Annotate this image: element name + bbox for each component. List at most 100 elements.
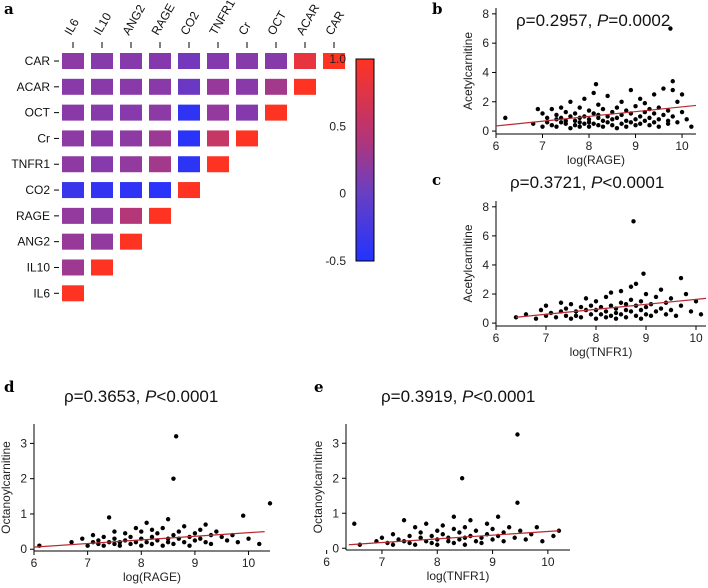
scatter-point [101,543,106,548]
scatter-point [591,111,596,116]
scatter-point [429,533,434,539]
scatter-point [549,106,555,112]
scatter-point [638,299,644,304]
scatter-point [637,114,643,119]
heatmap-column-label: ACAR [293,1,322,37]
scatter-point [656,124,661,129]
scatter-point [624,108,629,113]
heatmap-cell [178,78,200,95]
scatter-point [553,315,559,320]
scatter-point [578,304,584,310]
scatter-point [538,307,544,313]
scatter-point [385,540,390,546]
scatter-point [623,315,629,320]
heatmap-cell [62,285,84,302]
heatmap-cell [62,53,84,69]
y-tick-label: 0 [482,316,489,330]
heatmap-cell [149,130,171,147]
panel-letter-a: a [4,0,14,18]
y-tick-label: 6 [482,36,489,50]
heatmap-cell [265,78,287,95]
y-axis-title: Octanoylcarnitine [311,440,325,533]
scatter-point [656,117,661,122]
scatter-point [593,299,599,304]
scatter-point [540,124,545,129]
heatmap-cell [120,78,142,95]
regression-line [515,297,707,318]
scatter-point [668,296,674,301]
x-axis-title: log(TNFR1) [427,569,490,583]
p-label: P [597,11,609,30]
scatter-point [608,303,614,308]
y-tick-label: 4 [482,65,489,79]
x-tick-label: 7 [84,556,91,570]
y-tick-label: 2 [332,471,339,485]
scatter-point [235,539,241,545]
scatter-point [619,121,624,126]
scatter-point [689,124,694,129]
scatter-point [551,533,556,539]
scatter-point [637,96,643,102]
heatmap-cell [149,53,171,69]
x-tick-label: 10 [242,556,256,570]
scatter-point [619,99,624,104]
scatter-point [578,315,584,320]
heatmap-row-label: CO2 [25,183,50,197]
scatter-point [568,316,574,321]
colorbar-ticks: 1.0 0.5 0 -0.5 [325,52,346,268]
scatter-point [549,123,555,128]
scatter-point [518,528,523,533]
scatter-point [591,121,596,126]
scatter-point [515,432,520,437]
colorbar-tick-label: -0.5 [325,254,346,268]
p-value: <0.0001 [156,387,218,406]
scatter-point [588,303,594,308]
scatter-point [257,541,262,547]
scatter-point [462,525,468,530]
scatter-point [596,123,601,128]
scatter-point [572,111,578,116]
scatter-point [214,529,219,534]
heatmap-cell [207,156,229,173]
scatter-point [117,543,123,548]
scatter-point [80,536,85,541]
x-tick-label: 7 [543,331,550,345]
panel-letter-d: d [4,378,15,396]
scatter-point [503,115,508,121]
x-tick-label: 8 [434,555,441,569]
heatmap-row-label: IL6 [33,286,50,300]
scatter-point [653,294,659,300]
scatter-point [533,316,539,321]
scatter-point [490,526,495,532]
heatmap-cell [120,156,142,173]
heatmap-row-label: TNFR1 [11,157,50,171]
scatter-point [435,528,440,533]
rho-value: ρ=0.3653, [64,387,145,406]
scatter-point [357,542,363,547]
scatter-point [628,120,634,125]
scatter-point [165,539,171,545]
scatter-point [633,103,638,109]
x-tick-label: 6 [31,556,38,570]
x-axis-title: log(RAGE) [567,153,625,167]
scatter-point [577,120,582,125]
heatmap-cell [120,104,142,121]
scatter-point [673,313,679,319]
scatter-point [647,115,652,121]
scatter-point [613,310,619,316]
x-tick-label: 8 [586,139,593,153]
scatter-point [515,500,520,505]
scatter-point [613,316,619,321]
x-tick-label: 6 [493,331,500,345]
scatter-point [638,307,644,313]
heatmap-row-label: ANG2 [17,235,50,249]
scatter-point [624,124,629,129]
heatmap-row-label: Cr [37,131,50,145]
scatter-point [628,309,634,314]
colorbar-tick-label: 0 [339,187,346,201]
scatter-point [451,540,457,546]
regression-line [495,104,697,127]
scatter-point [512,535,517,540]
scatter-point [563,306,569,311]
scatter-point [563,118,568,124]
